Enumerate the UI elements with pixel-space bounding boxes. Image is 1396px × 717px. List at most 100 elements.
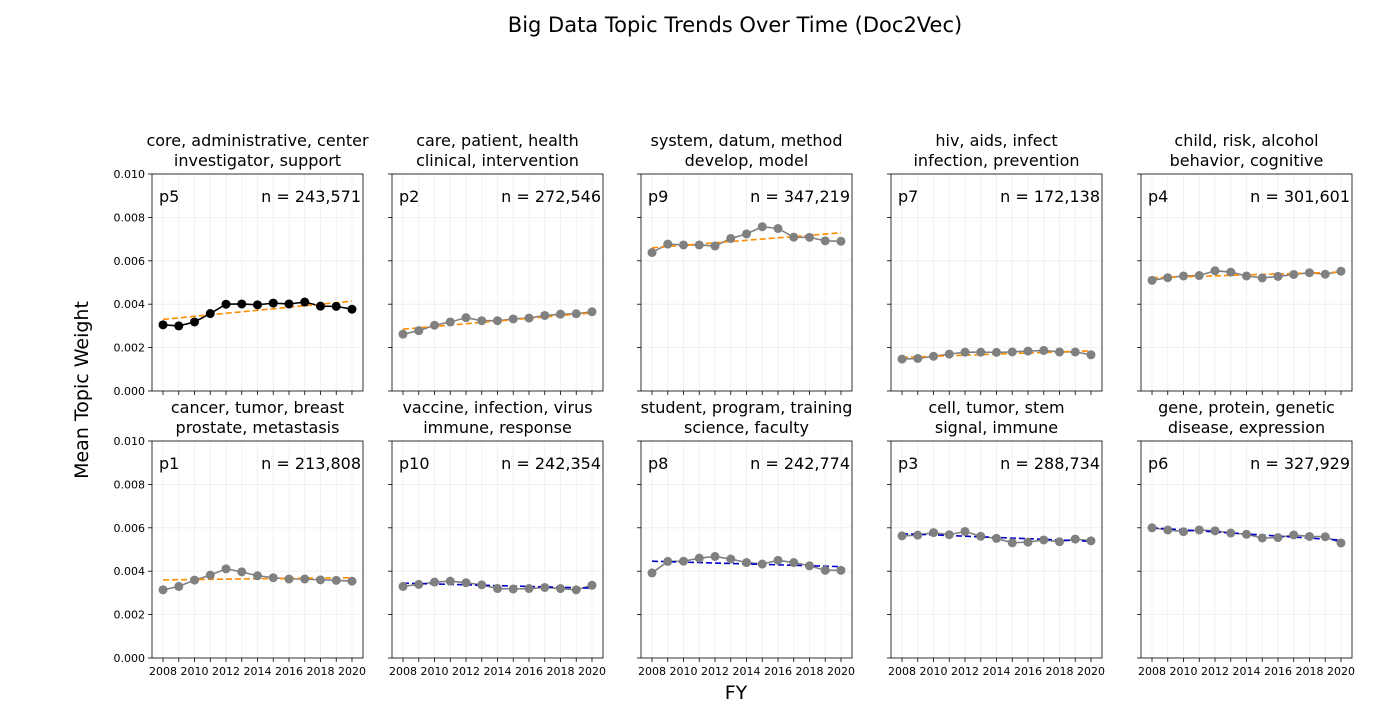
- data-point: [221, 564, 231, 574]
- grid: [1141, 440, 1352, 659]
- n-label: n = 242,774: [750, 454, 850, 473]
- data-point: [960, 347, 970, 357]
- data-point: [253, 571, 262, 581]
- y-axis-label: Mean Topic Weight: [71, 301, 93, 479]
- data-point: [663, 556, 673, 566]
- data-point: [461, 313, 471, 323]
- y-tick-label: 0.008: [114, 478, 146, 491]
- data-point: [1273, 271, 1283, 281]
- data-point: [414, 326, 424, 336]
- y-tick-label: 0.002: [114, 342, 146, 355]
- data-point: [268, 573, 278, 583]
- data-point: [284, 299, 294, 309]
- topic-tag: p5: [159, 187, 179, 206]
- x-tick-label: 2012: [452, 665, 480, 678]
- panel-1: 0.010 0.008 0.006 0.004 0.002 0.000 core, admi…: [114, 131, 369, 398]
- panel-title-line2: prostate, metastasis: [176, 418, 340, 437]
- data-point: [1086, 536, 1096, 546]
- data-point: [555, 584, 565, 594]
- data-point: [944, 530, 954, 540]
- grid: [392, 173, 603, 392]
- x-tick-label: 2018: [546, 665, 574, 678]
- data-point: [1179, 271, 1189, 281]
- panel-7: 2008 2010 2012 2014 2016 2018 2020 vaccine, inf…: [388, 398, 606, 678]
- data-point: [726, 554, 736, 564]
- data-point: [477, 580, 487, 590]
- grid: [152, 173, 363, 392]
- data-point: [158, 320, 168, 330]
- data-point: [929, 351, 939, 361]
- x-tick-label: 2014: [733, 665, 761, 678]
- panel-8: 2008 2010 2012 2014 2016 2018 2020 student, pro…: [637, 398, 855, 678]
- data-point: [540, 310, 550, 320]
- panel-title-line1: hiv, aids, infect: [935, 131, 1057, 150]
- x-tick-label: 2010: [421, 665, 449, 678]
- y-tick-label: 0.004: [114, 298, 146, 311]
- data-point: [445, 317, 455, 327]
- x-tick-label: 2016: [1014, 665, 1042, 678]
- data-point: [1070, 534, 1080, 544]
- topic-tag: p1: [159, 454, 179, 473]
- data-point: [1163, 525, 1173, 535]
- data-point: [221, 299, 231, 309]
- data-point: [508, 314, 518, 324]
- x-tick-label: 2016: [764, 665, 792, 678]
- data-point: [694, 553, 704, 563]
- x-tick-label: 2018: [1295, 665, 1323, 678]
- data-point: [773, 223, 783, 233]
- data-point: [587, 580, 597, 590]
- x-tick-label: 2016: [1264, 665, 1292, 678]
- data-point: [237, 567, 247, 577]
- data-point: [571, 309, 581, 319]
- panel-title-line1: child, risk, alcohol: [1174, 131, 1318, 150]
- data-point: [757, 222, 767, 232]
- topic-tag: p10: [399, 454, 430, 473]
- data-point: [284, 574, 294, 584]
- n-label: n = 172,138: [1000, 187, 1100, 206]
- x-tick-label: 2012: [212, 665, 240, 678]
- x-tick-label: 2020: [1077, 665, 1105, 678]
- data-point: [710, 241, 720, 251]
- data-point: [757, 559, 767, 569]
- data-point: [789, 558, 799, 568]
- data-point: [1320, 269, 1330, 279]
- x-tick-label: 2014: [484, 665, 512, 678]
- n-label: n = 347,219: [750, 187, 850, 206]
- x-tick-label: 2010: [670, 665, 698, 678]
- data-point: [1210, 526, 1220, 536]
- grid: [392, 440, 603, 659]
- data-point: [804, 561, 814, 571]
- y-tick-label: 0.008: [114, 211, 146, 224]
- topic-tag: p8: [648, 454, 668, 473]
- data-point: [555, 309, 565, 319]
- data-point: [836, 236, 846, 246]
- x-tick-label: 2020: [338, 665, 366, 678]
- x-tick-label: 2010: [181, 665, 209, 678]
- data-point: [647, 248, 657, 258]
- data-point: [647, 568, 657, 578]
- data-point: [587, 307, 597, 317]
- data-point: [1054, 537, 1064, 547]
- data-point: [1257, 533, 1267, 543]
- n-label: n = 272,546: [501, 187, 601, 206]
- x-tick-label: 2018: [1045, 665, 1073, 678]
- data-point: [992, 347, 1001, 357]
- data-point: [897, 531, 907, 541]
- data-point: [430, 577, 440, 587]
- data-point: [929, 528, 939, 538]
- data-point: [1147, 523, 1157, 533]
- x-tick-label: 2012: [951, 665, 979, 678]
- data-point: [742, 229, 751, 239]
- data-point: [694, 240, 704, 250]
- y-tick-label: 0.002: [114, 609, 146, 622]
- data-point: [1179, 527, 1189, 537]
- panel-title-line1: system, datum, method: [651, 131, 843, 150]
- data-point: [524, 313, 534, 323]
- data-point: [1226, 528, 1236, 538]
- data-point: [477, 316, 487, 326]
- x-tick-label: 2008: [149, 665, 177, 678]
- data-point: [1163, 273, 1173, 283]
- data-point: [540, 582, 550, 592]
